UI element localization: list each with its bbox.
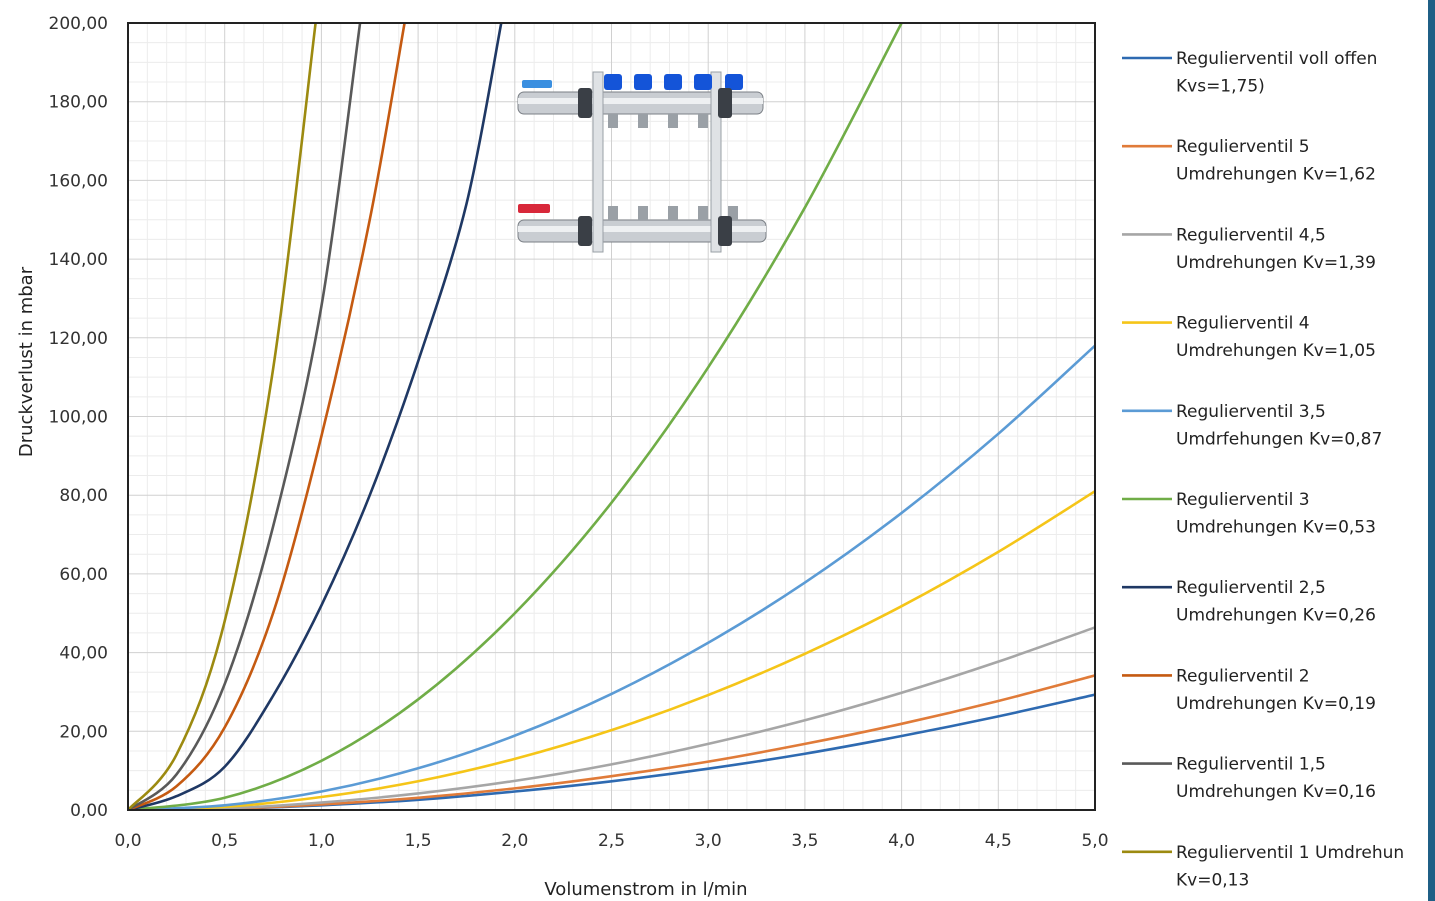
- legend-label: Regulierventil 2: [1176, 666, 1310, 686]
- series-line-5: [128, 344, 1095, 810]
- legend-label: Regulierventil 5: [1176, 137, 1310, 157]
- y-tick-label: 0,00: [70, 801, 108, 821]
- y-tick-label: 180,00: [49, 93, 108, 113]
- y-tick-label: 80,00: [59, 486, 108, 506]
- legend-label: Regulierventil 3: [1176, 490, 1310, 510]
- legend-label: Umdrehungen Kv=1,62: [1176, 165, 1376, 185]
- manifold-illustration: [517, 71, 767, 253]
- x-tick-label: 1,0: [308, 831, 335, 851]
- legend-label: Umdrehungen Kv=0,16: [1176, 782, 1376, 802]
- x-tick-label: 1,5: [405, 831, 432, 851]
- legend-label: Kv=0,13: [1176, 870, 1249, 890]
- x-tick-label: 0,0: [114, 831, 141, 851]
- y-tick-label: 40,00: [59, 644, 108, 664]
- legend-label: Regulierventil 3,5: [1176, 402, 1326, 422]
- x-tick-label: 2,5: [598, 831, 625, 851]
- x-axis-title: Volumenstrom in l/min: [544, 879, 747, 900]
- y-tick-label: 60,00: [59, 565, 108, 585]
- series-line-6: [128, 23, 903, 810]
- x-tick-label: 0,5: [211, 831, 238, 851]
- legend-label: Regulierventil 1 Umdrehun: [1176, 843, 1404, 863]
- series-line-10: [128, 23, 317, 810]
- x-axis-ticks: 0,0 0,5 1,0 1,5 2,0 2,5 3,0 3,5 4,0 4,5 5,0: [114, 831, 1108, 851]
- legend-label: Umdrehungen Kv=1,39: [1176, 253, 1376, 273]
- y-tick-label: 200,00: [49, 14, 108, 34]
- legend-label: Umdrehungen Kv=1,05: [1176, 341, 1376, 361]
- y-tick-label: 20,00: [59, 722, 108, 742]
- legend-label: Regulierventil voll offen: [1176, 49, 1377, 69]
- legend: Regulierventil voll offen Kvs=1,75) Reguli…: [1122, 49, 1404, 890]
- y-tick-label: 120,00: [49, 329, 108, 349]
- y-tick-label: 160,00: [49, 171, 108, 191]
- legend-label: Regulierventil 4: [1176, 314, 1310, 334]
- legend-label: Umdrehungen Kv=0,53: [1176, 518, 1376, 538]
- x-tick-label: 5,0: [1081, 831, 1108, 851]
- plot-frame: [127, 22, 1096, 811]
- x-tick-label: 3,5: [791, 831, 818, 851]
- legend-label: Umdrfehungen Kv=0,87: [1176, 429, 1382, 449]
- legend-label: Umdrehungen Kv=0,26: [1176, 606, 1376, 626]
- series-line-9: [128, 23, 362, 810]
- y-axis-ticks: 0,00 20,00 40,00 60,00 80,00 100,00 120,00 140,…: [49, 14, 108, 821]
- legend-label: Kvs=1,75): [1176, 77, 1265, 97]
- x-tick-label: 4,5: [985, 831, 1012, 851]
- series-line-2: [128, 674, 1095, 810]
- y-tick-label: 100,00: [49, 408, 108, 428]
- series-layer: [128, 23, 1095, 810]
- x-tick-label: 4,0: [888, 831, 915, 851]
- legend-label: Regulierventil 4,5: [1176, 225, 1326, 245]
- y-axis-title: Druckverlust in mbar: [16, 266, 37, 457]
- series-line-8: [128, 23, 406, 810]
- legend-label: Regulierventil 1,5: [1176, 755, 1326, 775]
- x-tick-label: 2,0: [501, 831, 528, 851]
- series-line-7: [128, 23, 503, 810]
- x-tick-label: 3,0: [695, 831, 722, 851]
- series-line-3: [128, 626, 1095, 810]
- legend-label: Umdrehungen Kv=0,19: [1176, 694, 1376, 714]
- legend-label: Regulierventil 2,5: [1176, 578, 1326, 598]
- series-line-4: [128, 490, 1095, 810]
- y-tick-label: 140,00: [49, 250, 108, 270]
